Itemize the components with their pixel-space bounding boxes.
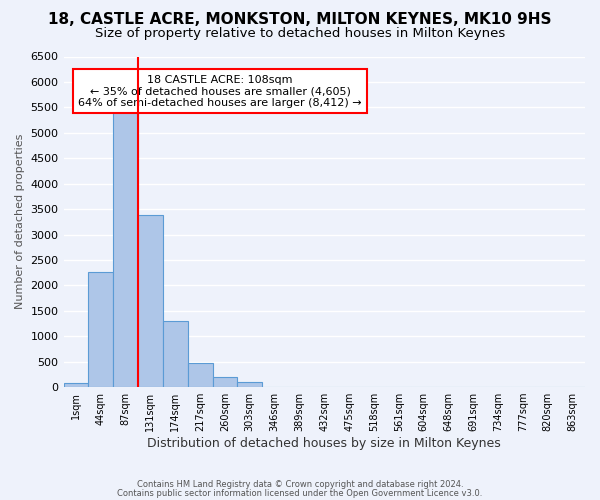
Text: Contains HM Land Registry data © Crown copyright and database right 2024.: Contains HM Land Registry data © Crown c… (137, 480, 463, 489)
Bar (88, 272, 113, 387)
Bar (212, 378, 238, 387)
Bar (188, 363, 212, 387)
X-axis label: Distribution of detached houses by size in Milton Keynes: Distribution of detached houses by size … (148, 437, 501, 450)
Text: 18 CASTLE ACRE: 108sqm
← 35% of detached houses are smaller (4,605)
64% of semi-: 18 CASTLE ACRE: 108sqm ← 35% of detached… (78, 74, 362, 108)
Bar (64, 384, 88, 387)
Bar (238, 382, 262, 387)
Bar (113, 110, 138, 387)
Y-axis label: Number of detached properties: Number of detached properties (15, 134, 25, 310)
Text: 18, CASTLE ACRE, MONKSTON, MILTON KEYNES, MK10 9HS: 18, CASTLE ACRE, MONKSTON, MILTON KEYNES… (48, 12, 552, 28)
Bar (138, 215, 163, 387)
Bar (163, 321, 188, 387)
Text: Size of property relative to detached houses in Milton Keynes: Size of property relative to detached ho… (95, 28, 505, 40)
Text: Contains public sector information licensed under the Open Government Licence v3: Contains public sector information licen… (118, 488, 482, 498)
